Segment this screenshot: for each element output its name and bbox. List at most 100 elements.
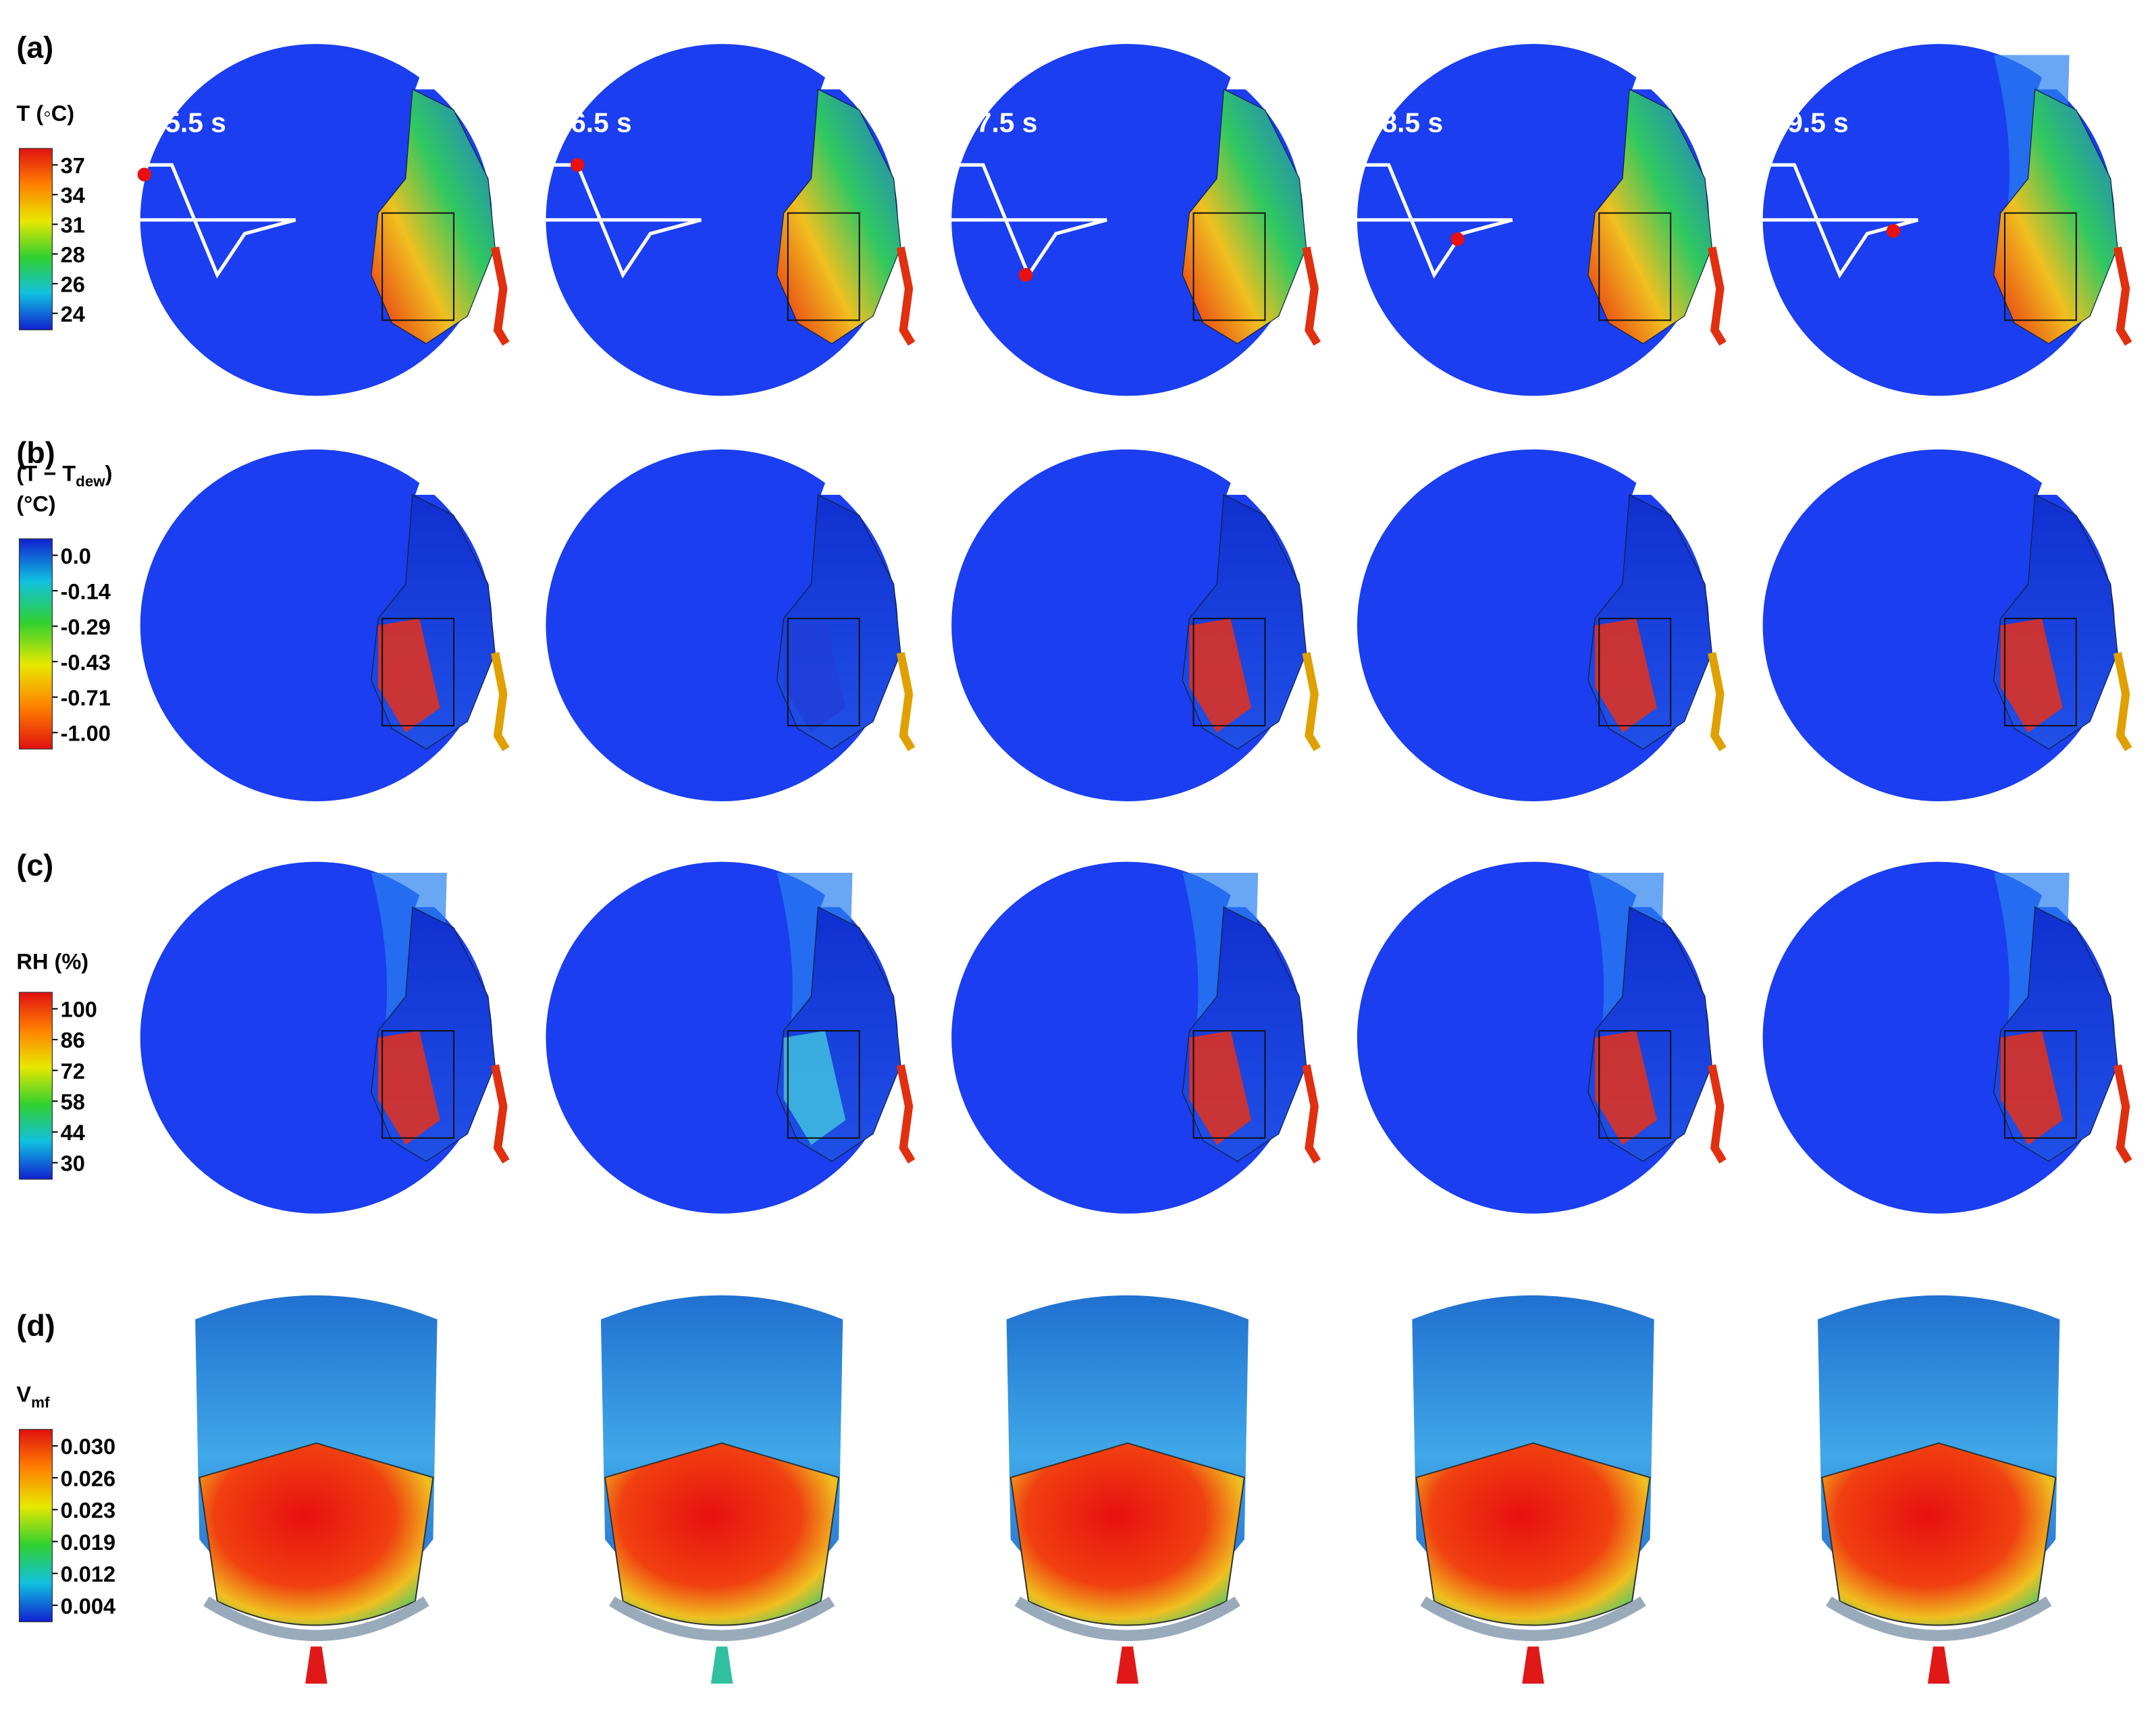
colorbar-tick-label: 0.023 <box>61 1499 116 1523</box>
snapshot: 6.5 s <box>541 35 916 396</box>
face <box>371 88 496 344</box>
colorbar <box>18 1428 53 1623</box>
legend-title-text: RH (%) <box>16 949 88 973</box>
mask-frame <box>382 1029 455 1139</box>
time-label: 5.5 s <box>165 107 226 138</box>
strap <box>491 651 510 751</box>
mask-frame <box>2003 212 2077 321</box>
time-label: 8.5 s <box>1382 107 1444 138</box>
mask-frame <box>787 1029 860 1139</box>
snapshot <box>1006 1295 1249 1684</box>
snapshot <box>951 853 1321 1214</box>
domain-cut <box>1632 441 1720 495</box>
legend-title: T (◦C) <box>16 101 74 126</box>
snapshot <box>1762 441 2132 801</box>
mouth-region <box>1189 1031 1252 1145</box>
colorbar-tick-label: 28 <box>61 242 85 267</box>
time-label: 7.5 s <box>976 107 1038 138</box>
panel-label: (a) <box>16 31 53 65</box>
chin-strap <box>203 1596 429 1641</box>
colorbar-tick-label: -0.43 <box>61 650 111 674</box>
domain-cut <box>415 35 504 90</box>
snapshot <box>1762 853 2132 1214</box>
colorbar-tick-label: 31 <box>61 213 85 237</box>
snapshot: 5.5 s <box>136 35 510 396</box>
mask-frame <box>1192 212 1266 321</box>
snapshot <box>1412 1295 1654 1684</box>
phase-dot <box>137 167 151 182</box>
strap <box>896 246 916 346</box>
chin-strap <box>1420 1596 1646 1641</box>
mouth-region <box>783 618 846 733</box>
legend-title-end: ) <box>105 462 113 486</box>
mask-frame <box>1192 1029 1266 1139</box>
strap <box>1302 246 1321 346</box>
strap <box>896 1064 916 1164</box>
legend-title-line2: (°C) <box>16 491 55 516</box>
mouth-region <box>2000 618 2063 733</box>
phase-dot <box>1886 223 1901 238</box>
mask <box>1415 1442 1651 1626</box>
colorbar-tick-label: 26 <box>61 272 85 296</box>
snapshot <box>1818 1295 2060 1684</box>
legend-title-text: V <box>16 1383 31 1407</box>
panel-label: (c) <box>16 849 53 882</box>
colorbar-tick-label: 34 <box>61 184 85 208</box>
mask-frame <box>1192 618 1266 727</box>
domain-cut <box>1226 35 1315 90</box>
strap <box>2113 1064 2132 1164</box>
phase-dot <box>1018 268 1033 282</box>
colorbar-tick-label: 0.026 <box>61 1466 116 1491</box>
colorbar <box>18 992 53 1180</box>
domain-cut <box>2037 441 2126 495</box>
snapshot <box>195 1295 438 1684</box>
snapshot <box>951 441 1321 801</box>
time-label: 6.5 s <box>571 107 632 138</box>
colorbar-tick-label: 100 <box>61 998 97 1022</box>
mask-frame <box>787 618 860 727</box>
colorbar-tick-label: 58 <box>61 1090 85 1114</box>
legend-title-text: T (◦C) <box>16 101 74 126</box>
chin-strap <box>608 1596 835 1641</box>
strap <box>1302 651 1321 751</box>
legend-title-sub: dew <box>76 473 105 490</box>
snapshot <box>1357 441 1727 801</box>
chin-strap <box>1014 1596 1241 1641</box>
colorbar-tick-label: 0.012 <box>61 1562 116 1586</box>
strap <box>491 1064 510 1164</box>
phase-dot <box>1450 232 1465 246</box>
mask <box>1821 1442 2057 1626</box>
legend-title-sub: mf <box>31 1394 50 1411</box>
chin-strap <box>1826 1596 2052 1641</box>
mask-frame <box>382 212 455 321</box>
colorbar <box>18 148 53 331</box>
colorbar-tick-label: 0.030 <box>61 1434 116 1459</box>
legend-title: RH (%) <box>16 949 88 973</box>
time-label: 9.5 s <box>1787 107 1849 138</box>
snapshot <box>600 1295 843 1684</box>
face <box>1993 88 2118 344</box>
tube <box>1116 1646 1139 1684</box>
colorbar-tick-label: -0.29 <box>61 615 111 639</box>
colorbar-tick-label: 44 <box>61 1121 85 1145</box>
colorbar-tick-label: 24 <box>61 302 85 326</box>
domain-cut <box>1226 441 1315 495</box>
snapshot <box>546 441 916 801</box>
face <box>1182 88 1307 344</box>
domain-cut <box>820 441 910 495</box>
panel-label: (b) <box>16 436 55 470</box>
tube <box>1522 1646 1544 1684</box>
colorbar-tick-label: 0.004 <box>61 1594 116 1618</box>
mask-frame <box>787 212 860 321</box>
mask-frame <box>1598 212 1672 321</box>
colorbar-tick-label: 30 <box>61 1152 85 1176</box>
mask-frame <box>1598 618 1672 727</box>
snapshot: 7.5 s <box>947 35 1321 396</box>
legend-title-text: (T − T <box>16 462 76 486</box>
legend-title: (T − Tdew) <box>16 462 112 490</box>
strap <box>1302 1064 1321 1164</box>
tube <box>1927 1646 1950 1684</box>
snapshot <box>1357 853 1727 1214</box>
colorbar-tick-label: 72 <box>61 1059 85 1083</box>
domain-cut <box>1632 35 1720 90</box>
